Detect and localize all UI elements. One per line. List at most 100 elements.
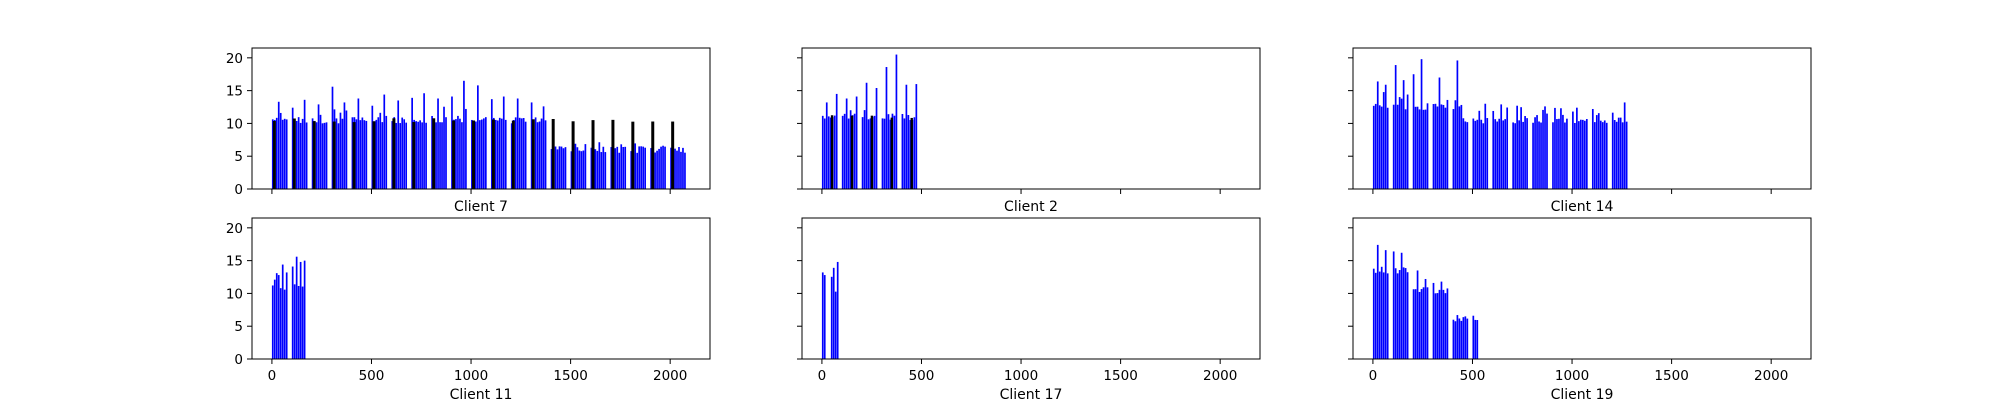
- bar: [435, 122, 437, 189]
- bar: [570, 151, 573, 189]
- bar: [1562, 114, 1564, 189]
- bar: [441, 122, 443, 189]
- bar: [651, 121, 655, 189]
- bar: [481, 119, 483, 189]
- bar: [359, 120, 362, 189]
- x-tick-label: 1500: [553, 368, 587, 384]
- bar: [889, 119, 892, 189]
- bar: [295, 120, 298, 189]
- bar: [823, 275, 826, 359]
- x-tick-label: 0: [818, 368, 827, 384]
- bar: [281, 264, 284, 359]
- bar: [343, 102, 346, 189]
- bar: [1378, 105, 1381, 189]
- bar: [664, 146, 666, 189]
- bar: [1566, 118, 1568, 189]
- bar: [1458, 106, 1461, 189]
- bar: [271, 119, 274, 189]
- bar: [1516, 105, 1518, 189]
- bar: [452, 120, 456, 189]
- bar: [1456, 315, 1459, 359]
- bar: [1426, 287, 1429, 359]
- bar: [1380, 266, 1383, 359]
- bar: [1625, 121, 1628, 189]
- bar: [421, 122, 423, 189]
- bar: [1456, 60, 1459, 190]
- y-tick-label: 10: [226, 286, 243, 302]
- bar: [312, 121, 316, 189]
- bar: [1615, 121, 1618, 189]
- bar: [490, 99, 493, 189]
- bar: [1400, 98, 1403, 189]
- bar: [1412, 289, 1415, 359]
- bar: [1496, 121, 1499, 189]
- subplot-title: Client 11: [450, 387, 513, 400]
- y-tick-label: 5: [234, 149, 243, 165]
- bar: [1542, 109, 1544, 189]
- bar: [1474, 120, 1477, 189]
- bar: [1398, 270, 1401, 359]
- bar: [275, 273, 278, 359]
- bar: [833, 115, 836, 189]
- bar: [1601, 122, 1604, 189]
- bar: [1574, 122, 1576, 189]
- bar: [660, 146, 662, 189]
- bar: [644, 147, 646, 189]
- bar: [365, 120, 368, 189]
- bar: [1498, 118, 1501, 189]
- bar: [1494, 119, 1497, 189]
- bar: [1438, 289, 1441, 359]
- bar: [835, 93, 838, 189]
- bar: [642, 146, 644, 189]
- bar: [1476, 119, 1479, 189]
- bar: [1464, 121, 1467, 189]
- bar: [1619, 117, 1622, 189]
- x-tick-label: 0: [268, 368, 277, 384]
- axes-frame: [251, 47, 711, 190]
- bar: [285, 272, 288, 359]
- bar: [1406, 272, 1409, 359]
- bar: [401, 117, 404, 189]
- bar: [1514, 123, 1516, 189]
- bar: [405, 122, 408, 189]
- bar: [432, 118, 436, 189]
- bar: [321, 123, 324, 189]
- bar: [285, 119, 288, 189]
- x-tick-label: 1500: [1654, 368, 1688, 384]
- subplot-3: Client 14: [1348, 47, 1812, 215]
- bar: [1560, 108, 1562, 189]
- bar: [295, 256, 298, 359]
- subplot-5: 0 500 1000 1500 2000 Client 17: [797, 217, 1261, 400]
- bar: [299, 122, 302, 189]
- bar: [631, 121, 635, 189]
- bar: [1472, 315, 1475, 359]
- bar: [403, 119, 406, 189]
- bar: [271, 285, 274, 359]
- bar: [1376, 81, 1379, 189]
- bar: [381, 122, 384, 189]
- bar: [341, 118, 344, 189]
- bar: [576, 147, 579, 189]
- bar: [1474, 319, 1477, 359]
- bar: [1554, 107, 1556, 189]
- bar: [551, 119, 555, 189]
- axes-frame: [251, 217, 711, 360]
- bar: [1458, 318, 1461, 359]
- bar: [1434, 293, 1437, 359]
- bar: [516, 98, 519, 189]
- bar: [1446, 99, 1449, 189]
- bar: [423, 93, 425, 189]
- bar: [845, 98, 848, 189]
- bar: [491, 119, 495, 189]
- bar: [1412, 74, 1415, 189]
- bar: [443, 106, 445, 189]
- bar: [1504, 119, 1507, 189]
- bar: [890, 117, 893, 189]
- subplot-title: Client 19: [1551, 387, 1614, 400]
- bar: [853, 113, 856, 189]
- bar: [1424, 109, 1427, 189]
- bar: [1424, 278, 1427, 359]
- bar: [457, 115, 459, 189]
- bar: [1374, 272, 1377, 359]
- bar: [1617, 117, 1620, 189]
